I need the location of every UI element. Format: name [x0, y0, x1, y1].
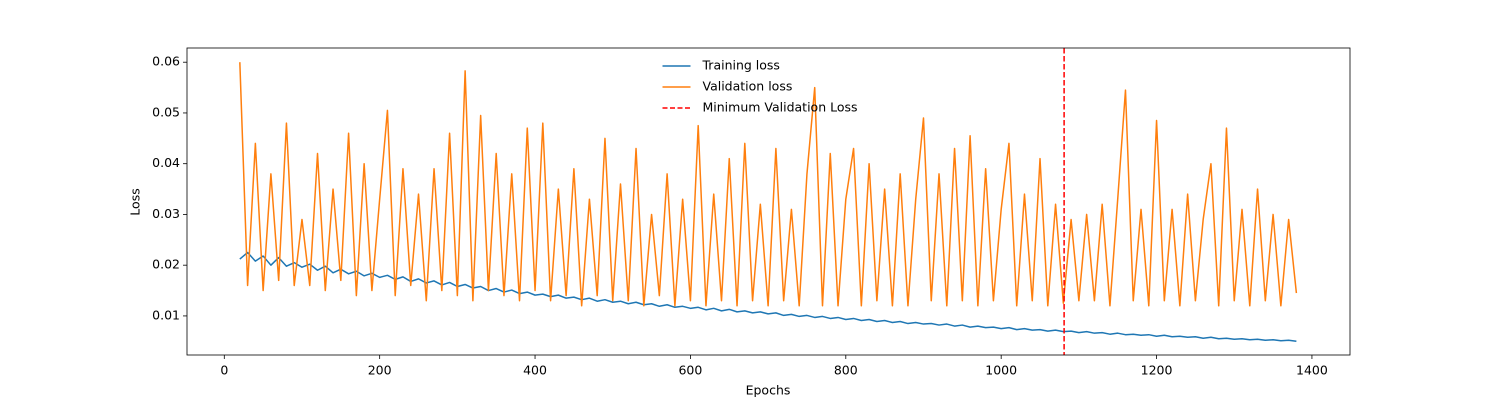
y-axis-label: Loss — [128, 188, 143, 215]
y-tick-label: 0.04 — [152, 155, 180, 170]
legend-label: Minimum Validation Loss — [703, 100, 858, 115]
x-tick-label: 200 — [368, 363, 392, 378]
x-tick-label: 400 — [523, 363, 547, 378]
legend-label: Training loss — [702, 58, 780, 73]
x-tick-label: 1200 — [1141, 363, 1173, 378]
legend-label: Validation loss — [703, 79, 793, 94]
x-tick-label: 1000 — [985, 363, 1017, 378]
x-tick-label: 1400 — [1296, 363, 1328, 378]
y-tick-label: 0.01 — [152, 307, 180, 322]
x-tick-label: 0 — [220, 363, 228, 378]
y-tick-label: 0.03 — [152, 206, 180, 221]
y-tick-label: 0.02 — [152, 257, 180, 272]
x-tick-label: 600 — [678, 363, 702, 378]
y-tick-label: 0.06 — [152, 54, 180, 69]
series-line — [239, 251, 1297, 343]
plot-frame — [186, 47, 1351, 356]
x-tick-label: 800 — [834, 363, 858, 378]
series-line — [239, 62, 1298, 307]
y-tick-label: 0.05 — [152, 104, 180, 119]
x-axis-label: Epochs — [746, 383, 791, 398]
